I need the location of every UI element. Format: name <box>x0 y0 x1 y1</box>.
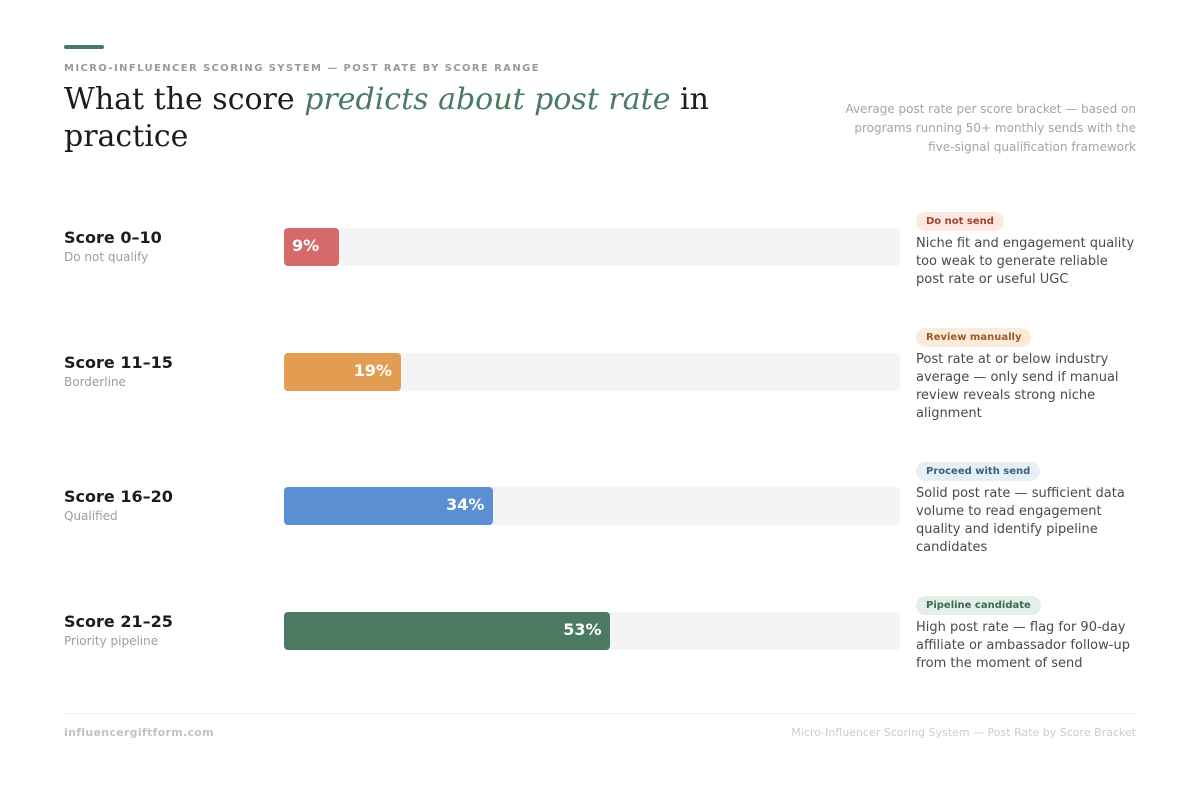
bar-track: 9% <box>284 228 900 266</box>
recommendation-note: Do not send Niche fit and engagement qual… <box>916 209 1138 289</box>
score-range-label: Score 11–15 <box>64 353 173 372</box>
post-rate-bar <box>284 487 494 525</box>
action-badge: Do not send <box>916 212 1004 231</box>
title-emphasis: predicts about post rate <box>304 82 671 117</box>
score-label: Score 16–20 Qualified <box>64 487 173 524</box>
score-status-label: Qualified <box>64 509 118 523</box>
recommendation-note: Proceed with send Solid post rate — suffi… <box>916 459 1138 557</box>
post-rate-bar <box>284 612 611 650</box>
bar-track: 19% <box>284 353 900 391</box>
subtitle: Average post rate per score bracket — ba… <box>845 102 1136 154</box>
post-rate-bar <box>284 228 340 266</box>
score-status-label: Borderline <box>64 375 126 389</box>
post-rate-value-label: 19% <box>353 361 393 380</box>
footer-site: influencergiftform.com <box>64 726 214 739</box>
recommendation-note: Pipeline candidate High post rate — flag … <box>916 593 1138 673</box>
score-range-label: Score 21–25 <box>64 612 173 631</box>
note-text: Niche fit and engagement quality too wea… <box>916 236 1135 287</box>
note-text: High post rate — flag for 90-day affilia… <box>916 620 1130 671</box>
post-rate-value-label: 9% <box>292 236 320 255</box>
score-label: Score 0–10 Do not qualify <box>64 228 162 265</box>
score-label: Score 21–25 Priority pipeline <box>64 612 173 649</box>
post-rate-bar <box>284 353 402 391</box>
bar-track: 34% <box>284 487 900 525</box>
title-start: What the score <box>64 82 305 117</box>
score-status-label: Do not qualify <box>64 250 149 264</box>
action-badge: Review manually <box>916 328 1032 347</box>
post-rate-value-label: 53% <box>563 620 602 639</box>
footer-divider <box>64 713 1136 714</box>
score-range-label: Score 16–20 <box>64 487 173 506</box>
action-badge: Proceed with send <box>916 462 1041 481</box>
accent-rule <box>64 45 104 49</box>
note-text: Solid post rate — sufficient data volume… <box>916 486 1125 555</box>
action-badge: Pipeline candidate <box>916 596 1041 615</box>
recommendation-note: Review manually Post rate at or below ind… <box>916 325 1138 423</box>
score-label: Score 11–15 Borderline <box>64 353 173 390</box>
score-status-label: Priority pipeline <box>64 634 159 648</box>
title-end: in practice <box>64 82 709 154</box>
post-rate-value-label: 34% <box>446 495 485 514</box>
score-range-label: Score 0–10 <box>64 228 162 247</box>
note-text: Post rate at or below industry average —… <box>916 352 1119 421</box>
page-title: What the score predicts about post rate … <box>64 81 764 155</box>
footer-caption: Micro-Influencer Scoring System — Post R… <box>791 726 1136 739</box>
bar-track: 53% <box>284 612 900 650</box>
eyebrow-label: MICRO-INFLUENCER SCORING SYSTEM — POST R… <box>64 63 540 74</box>
